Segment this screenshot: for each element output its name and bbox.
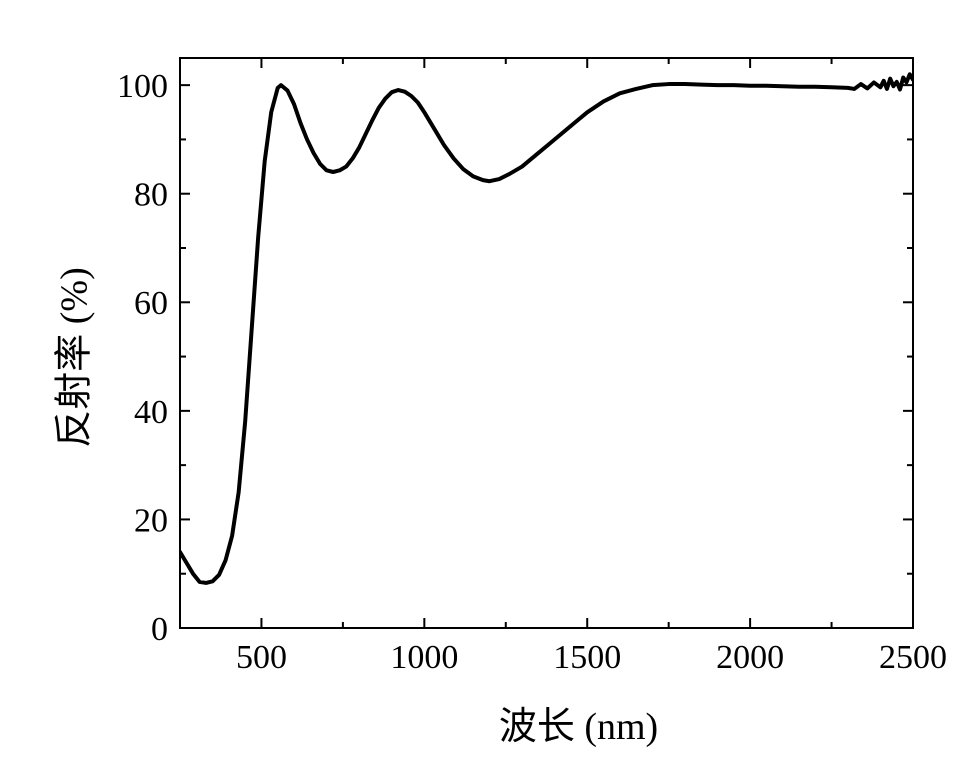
x-tick-label: 2500 (879, 639, 947, 676)
x-axis-label: 波长 (nm) (0, 695, 977, 750)
chart-svg: 500 1000 1500 2000 2500 0 20 40 60 80 100 (0, 0, 977, 759)
y-tick-label: 40 (134, 394, 168, 431)
y-axis-label: 反射率 (%) (43, 258, 98, 458)
x-tick-label: 1500 (553, 639, 621, 676)
y-tick-label: 60 (134, 285, 168, 322)
y-tick-label: 80 (134, 177, 168, 214)
x-tick-label: 500 (236, 639, 287, 676)
y-tick-label: 20 (134, 502, 168, 539)
reflectance-line (180, 74, 913, 583)
x-tick-label: 2000 (716, 639, 784, 676)
y-tick-label: 100 (117, 68, 168, 105)
reflectance-chart: 5001000150020002500020406080100 反射率 (%) … (0, 0, 977, 759)
x-tick-label: 1000 (390, 639, 458, 676)
y-tick-label: 0 (151, 611, 168, 648)
